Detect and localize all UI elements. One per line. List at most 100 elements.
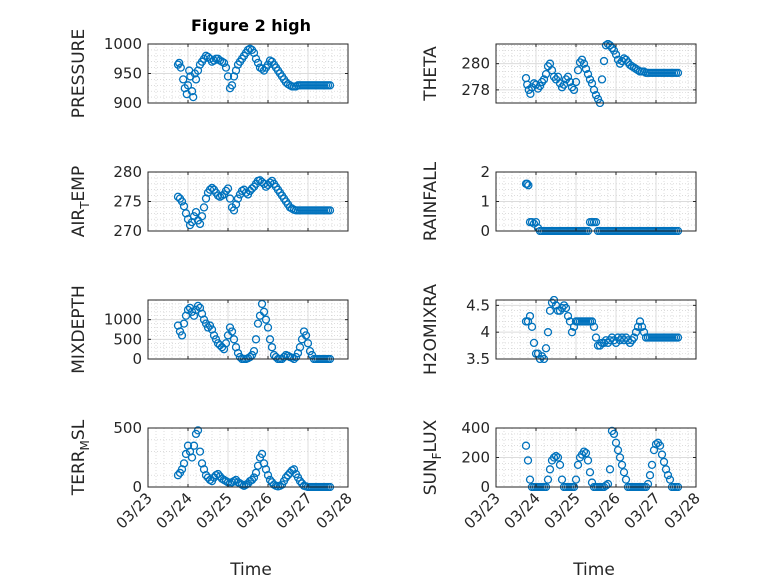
data-point bbox=[187, 307, 197, 316]
data-point bbox=[265, 178, 275, 187]
subplot-theta: 278 280 THETA bbox=[421, 40, 697, 107]
data-point bbox=[209, 331, 219, 340]
y-tick-label: 950 bbox=[113, 65, 142, 83]
data-point bbox=[295, 343, 305, 352]
data-point bbox=[567, 328, 577, 337]
data-point bbox=[223, 184, 233, 193]
data-point bbox=[303, 339, 313, 348]
y-tick-label: 0 bbox=[132, 350, 142, 368]
data-point bbox=[265, 475, 275, 485]
data-point bbox=[279, 352, 289, 362]
data-point bbox=[527, 217, 537, 227]
data-point bbox=[581, 64, 591, 74]
data-point bbox=[579, 59, 589, 68]
data-point bbox=[611, 50, 621, 59]
data-point bbox=[619, 468, 629, 477]
data-point bbox=[203, 52, 213, 62]
data-point bbox=[629, 333, 639, 342]
data-point bbox=[233, 348, 243, 358]
data-point bbox=[191, 75, 201, 84]
x-tick-label: 03/27 bbox=[621, 489, 664, 532]
data-point bbox=[635, 317, 645, 326]
y-tick-label: 500 bbox=[113, 419, 142, 437]
data-point bbox=[245, 352, 255, 362]
data-point bbox=[529, 338, 539, 348]
data-point bbox=[295, 476, 305, 486]
data-point bbox=[573, 66, 583, 75]
data-point bbox=[177, 331, 187, 340]
data-point bbox=[643, 479, 653, 489]
data-point bbox=[589, 85, 599, 95]
data-point bbox=[225, 323, 235, 332]
y-tick-label: 270 bbox=[113, 222, 142, 240]
y-axis-label: MIXDEPTH bbox=[69, 285, 89, 374]
x-tick-label: 03/27 bbox=[273, 489, 316, 532]
data-point bbox=[197, 212, 207, 221]
data-point bbox=[207, 183, 217, 193]
data-point bbox=[283, 471, 293, 480]
data-point bbox=[563, 311, 573, 321]
x-axis-label-left: Time bbox=[229, 560, 272, 580]
x-tick-label: 03/26 bbox=[581, 489, 624, 532]
data-point bbox=[199, 203, 209, 212]
data-point bbox=[583, 70, 593, 79]
data-point bbox=[299, 327, 309, 336]
y-tick-label: 200 bbox=[461, 449, 490, 467]
x-tick-label: 03/25 bbox=[541, 489, 584, 532]
y-axis-label: RAINFALL bbox=[421, 161, 441, 241]
data-point bbox=[175, 327, 185, 336]
data-point bbox=[181, 449, 191, 459]
data-point bbox=[187, 453, 197, 462]
data-point bbox=[659, 457, 669, 467]
data-point bbox=[301, 331, 311, 340]
data-series bbox=[521, 40, 683, 107]
y-tick-label: 3.5 bbox=[466, 350, 490, 368]
data-point bbox=[615, 453, 625, 462]
y-tick-label: 1 bbox=[480, 193, 490, 211]
data-point bbox=[545, 306, 555, 315]
data-point bbox=[639, 328, 649, 337]
data-point bbox=[541, 344, 551, 353]
data-point bbox=[205, 321, 215, 330]
data-point bbox=[633, 66, 643, 75]
data-point bbox=[179, 319, 189, 328]
data-point bbox=[673, 333, 683, 342]
data-point bbox=[609, 429, 619, 439]
data-point bbox=[599, 56, 609, 66]
data-point bbox=[591, 90, 601, 100]
y-axis-label: H2OMIXRA bbox=[421, 284, 441, 375]
data-point bbox=[583, 456, 593, 465]
data-point bbox=[581, 448, 591, 458]
y-axis-label: AIRTEMP bbox=[69, 166, 92, 237]
data-point bbox=[527, 322, 537, 331]
data-point bbox=[587, 317, 597, 326]
data-point bbox=[569, 85, 579, 95]
data-point bbox=[247, 475, 257, 485]
data-point bbox=[305, 346, 315, 356]
subplot-air-temp: 270 275 280 AIRTEMP bbox=[69, 163, 349, 240]
data-point bbox=[281, 473, 291, 482]
y-axis-label: TERRMSL bbox=[69, 419, 92, 496]
data-point bbox=[289, 465, 299, 474]
data-point bbox=[201, 319, 211, 328]
data-point bbox=[525, 311, 535, 321]
x-axis-label-right: Time bbox=[572, 560, 615, 580]
y-axis-label: THETA bbox=[421, 46, 441, 102]
data-point bbox=[229, 335, 239, 344]
data-point bbox=[613, 55, 623, 64]
data-point bbox=[535, 81, 545, 91]
data-point bbox=[191, 207, 201, 217]
data-point bbox=[617, 460, 627, 470]
data-point bbox=[249, 473, 259, 482]
data-point bbox=[591, 217, 601, 227]
y-tick-label: 1000 bbox=[104, 35, 142, 53]
data-point bbox=[557, 475, 567, 484]
data-point bbox=[203, 323, 213, 332]
data-point bbox=[325, 81, 335, 90]
y-tick-label: 1000 bbox=[104, 311, 142, 329]
data-point bbox=[545, 465, 555, 474]
data-point bbox=[183, 81, 193, 90]
data-point bbox=[523, 317, 533, 326]
data-point bbox=[187, 87, 197, 96]
